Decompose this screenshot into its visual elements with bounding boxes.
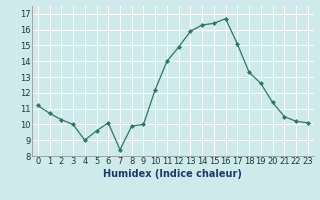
X-axis label: Humidex (Indice chaleur): Humidex (Indice chaleur) [103, 169, 242, 179]
